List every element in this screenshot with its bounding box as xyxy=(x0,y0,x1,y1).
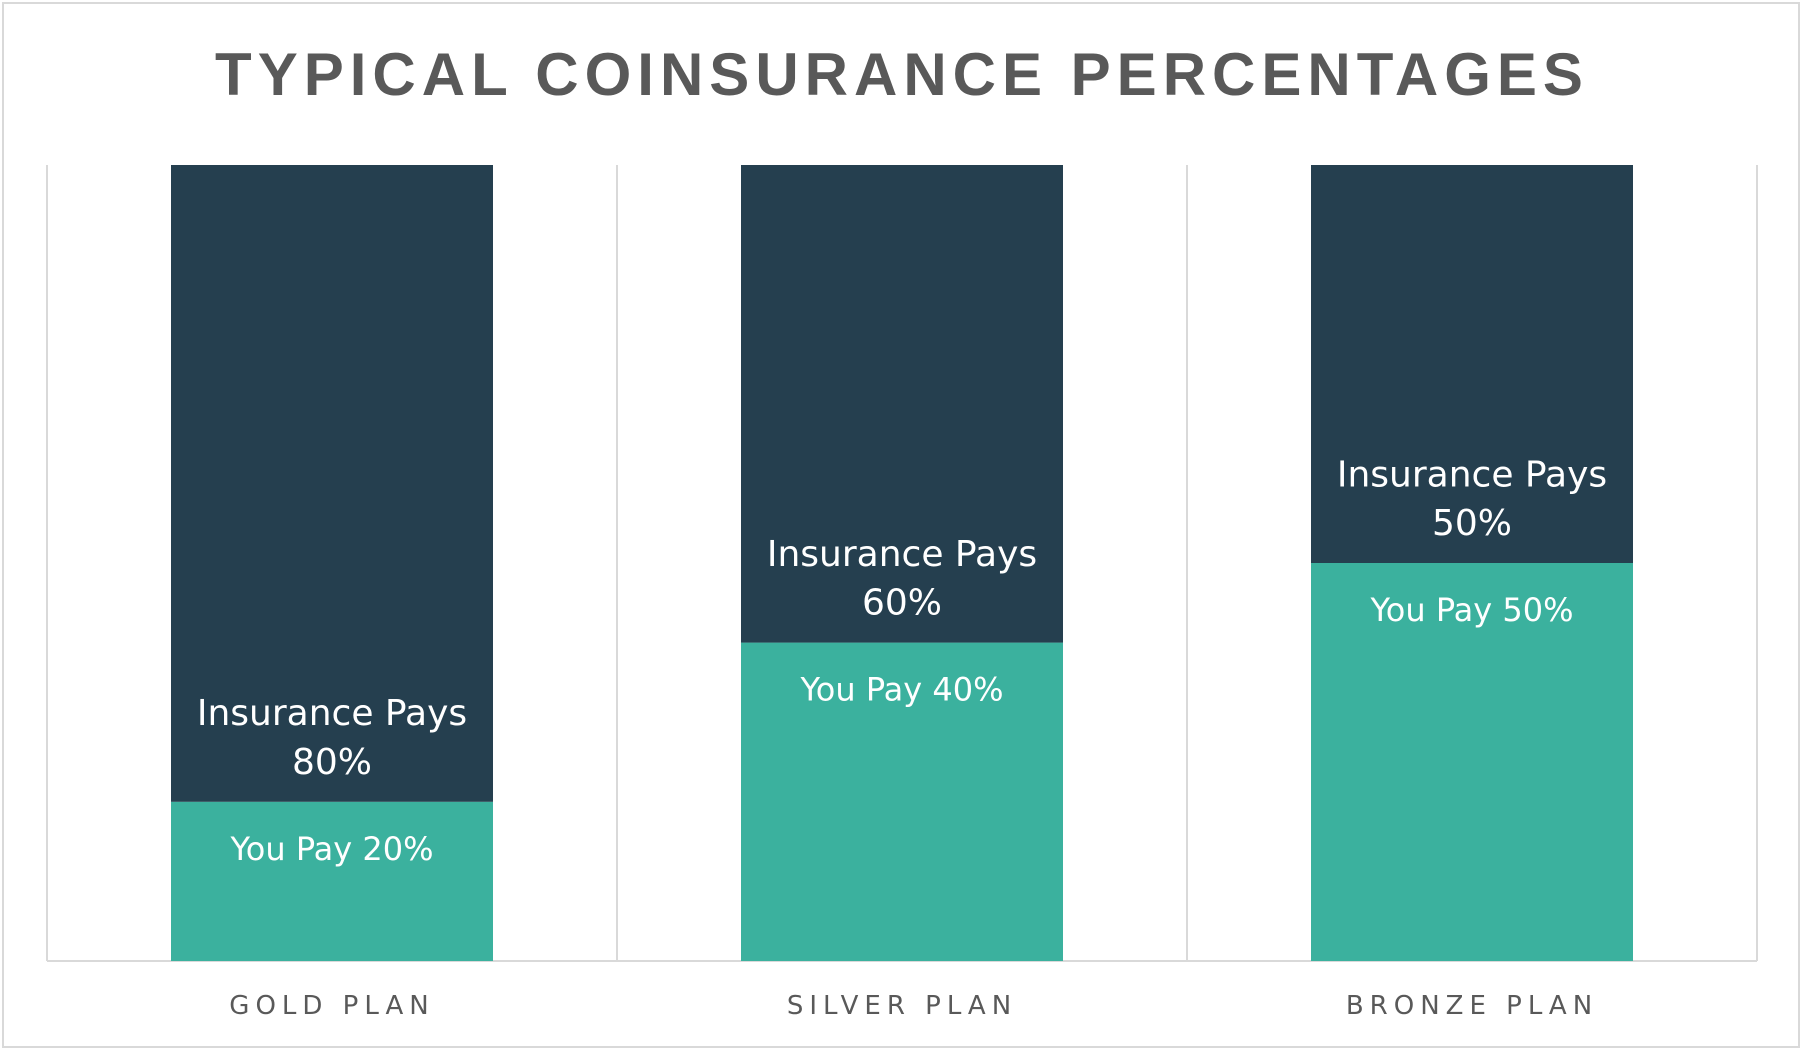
insurance-pays-bar xyxy=(1311,165,1633,563)
you-pay-data-label: You Pay 40% xyxy=(799,671,1003,709)
category-label: GOLD PLAN xyxy=(229,991,434,1021)
category-label: SILVER PLAN xyxy=(787,991,1017,1021)
insurance-pays-data-label: Insurance Pays xyxy=(197,693,467,734)
insurance-pays-data-label: 60% xyxy=(862,583,942,624)
category-label: BRONZE PLAN xyxy=(1346,991,1598,1021)
bars-group xyxy=(171,165,1633,961)
you-pay-bar xyxy=(171,801,493,961)
category-labels-group: GOLD PLAN SILVER PLAN BRONZE PLAN xyxy=(229,991,1598,1021)
you-pay-data-label: You Pay 50% xyxy=(1369,591,1573,629)
bar-labels-group: You Pay 20% Insurance Pays 80% You Pay 40% I… xyxy=(197,454,1607,867)
you-pay-bar xyxy=(1311,563,1633,961)
chart-title: TYPICAL COINSURANCE PERCENTAGES xyxy=(215,41,1589,108)
insurance-pays-data-label: Insurance Pays xyxy=(1337,454,1607,495)
insurance-pays-data-label: Insurance Pays xyxy=(767,534,1037,575)
insurance-pays-bar xyxy=(741,165,1063,643)
insurance-pays-bar xyxy=(171,165,493,802)
you-pay-bar xyxy=(741,642,1063,961)
you-pay-data-label: You Pay 20% xyxy=(229,830,433,868)
insurance-pays-data-label: 50% xyxy=(1432,503,1512,544)
insurance-pays-data-label: 80% xyxy=(292,742,372,783)
